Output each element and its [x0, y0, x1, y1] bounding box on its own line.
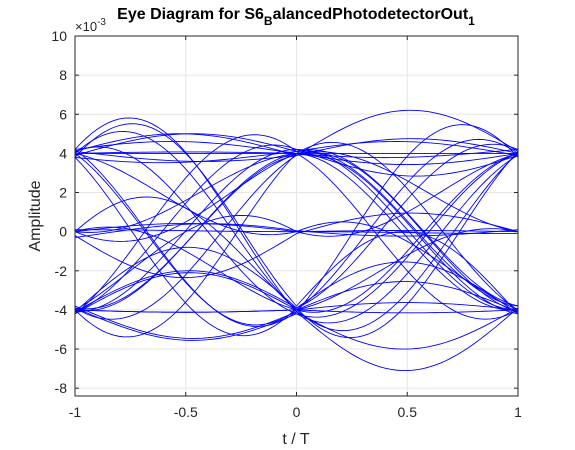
x-tick-label: 1: [514, 404, 522, 420]
y-tick-label: 0: [59, 224, 67, 240]
y-tick-label: 4: [59, 145, 67, 161]
y-exponent-label: ×10-3: [75, 17, 106, 34]
x-tick-label: -1: [69, 404, 82, 420]
y-tick-label: 2: [59, 185, 67, 201]
x-tick-label: 0.5: [398, 404, 418, 420]
eye-trace: [75, 138, 518, 311]
title-subscript-1: B: [264, 14, 273, 28]
eye-trace: [75, 143, 518, 313]
eye-traces: [75, 109, 518, 372]
eye-trace: [75, 212, 518, 279]
y-tick-label: 6: [59, 106, 67, 122]
title-main: Eye Diagram for S6: [117, 6, 264, 23]
y-exponent-base: ×10: [75, 19, 97, 34]
eye-trace: [75, 214, 518, 311]
title-subscript-2: 1: [468, 14, 475, 28]
y-tick-label: -2: [55, 263, 68, 279]
x-tick-label: 0: [293, 404, 301, 420]
eye-trace: [75, 123, 518, 315]
eye-trace: [75, 109, 518, 310]
y-exponent-power: -3: [97, 17, 106, 28]
eye-trace: [75, 144, 518, 313]
eye-trace: [75, 154, 518, 341]
y-tick-label: 10: [51, 28, 67, 44]
x-axis-label: t / T: [282, 431, 309, 448]
y-tick-label: -6: [55, 341, 68, 357]
title-middle: alancedPhotodetectorOut: [273, 6, 469, 23]
y-tick-label: 8: [59, 67, 67, 83]
axis-ticks: -1 -0.5 0 0.5 1 -8 -6 -4 -2 0 2 4 6 8 10: [51, 28, 522, 420]
y-tick-label: -8: [55, 380, 68, 396]
y-axis-label: Amplitude: [27, 180, 44, 251]
y-tick-label: -4: [55, 302, 68, 318]
eye-trace: [75, 223, 518, 238]
x-tick-label: -0.5: [174, 404, 198, 420]
eye-trace: [75, 152, 518, 320]
chart-title: Eye Diagram for S6BalancedPhotodetectorO…: [117, 6, 475, 28]
eye-trace: [75, 133, 518, 307]
